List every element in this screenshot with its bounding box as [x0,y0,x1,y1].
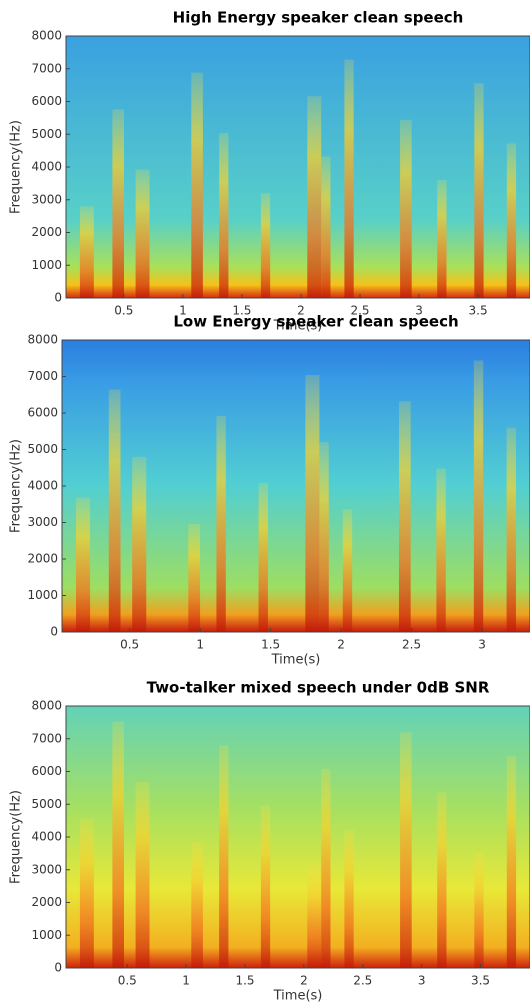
y-tick-label: 8000 [27,333,58,347]
x-tick-label: 2 [337,638,345,652]
spectrogram-texture [307,96,322,298]
x-tick-label: 1.5 [232,304,251,318]
spectrogram-texture [473,360,484,632]
spectrogram-texture [437,180,447,298]
chart-title: Two-talker mixed speech under 0dB SNR [147,679,490,697]
y-tick-label: 4000 [27,479,58,493]
x-tick-label: 3 [415,304,423,318]
spectrogram-texture [188,523,201,632]
x-tick-label: 3 [418,974,426,988]
x-tick-label: 2.5 [350,304,369,318]
x-tick-label: 3.5 [469,304,488,318]
y-tick-label: 0 [54,291,62,305]
x-tick-label: 0.5 [120,638,139,652]
y-tick-label: 7000 [31,61,62,75]
spectrogram-texture [344,829,354,968]
spectrogram-texture [216,415,226,632]
spectrogram-texture [307,865,322,968]
y-tick-label: 5000 [31,127,62,141]
spectrogram-texture [258,483,268,632]
chart-title: Low Energy speaker clean speech [173,313,458,331]
x-tick-label: 3 [478,638,486,652]
y-tick-label: 0 [50,625,58,639]
spectrogram-texture [191,72,203,299]
spectrogram-texture [79,206,94,298]
spectrogram-texture [108,389,121,632]
chart-title: High Energy speaker clean speech [173,9,464,27]
y-tick-label: 2000 [31,225,62,239]
y-tick-label: 5000 [31,797,62,811]
spectrogram-texture [112,721,124,968]
y-tick-label: 7000 [31,731,62,745]
y-tick-label: 4000 [31,830,62,844]
y-tick-label: 6000 [31,94,62,108]
spectrogram-texture [506,427,516,632]
x-tick-label: 0.5 [118,974,137,988]
spectrogram-texture [319,442,329,632]
spectrogram-texture [112,109,124,298]
spectrogram-texture [342,509,353,632]
x-tick-label: 1.5 [261,638,280,652]
y-tick-label: 0 [54,961,62,975]
spectrogram-texture [305,375,320,632]
x-axis-label: Time(s) [273,319,323,334]
y-tick-label: 6000 [31,764,62,778]
x-axis-label: Time(s) [271,653,321,668]
x-axis-label: Time(s) [273,989,323,1004]
y-tick-label: 2000 [27,552,58,566]
x-tick-label: 1.5 [235,974,254,988]
spectrogram-texture [135,169,150,298]
y-tick-label: 3000 [31,862,62,876]
y-tick-label: 4000 [31,160,62,174]
spectrogram-texture [260,805,271,968]
spectrogram-texture [321,768,331,968]
y-axis-label: Frequency(Hz) [9,790,24,884]
y-tick-label: 6000 [27,406,58,420]
y-tick-label: 7000 [27,369,58,383]
y-axis-label: Frequency(Hz) [9,120,24,214]
spectrogram-texture [436,468,446,632]
spectrogram-texture [135,781,150,968]
spectrogram-texture [506,755,517,968]
spectrogram-texture [398,401,411,632]
y-tick-label: 1000 [31,258,62,272]
y-tick-label: 2000 [31,895,62,909]
y-tick-label: 3000 [27,515,58,529]
spectrogram-texture [321,156,331,298]
spectrogram-texture [400,732,412,968]
y-axis-label: Frequency(Hz) [9,439,24,533]
spectrogram-texture [474,83,484,298]
y-tick-label: 1000 [31,928,62,942]
x-tick-label: 3.5 [471,974,490,988]
spectrogram-texture [76,497,91,632]
spectrogram-texture [219,745,229,968]
spectrogram-texture [79,818,94,968]
x-tick-label: 2.5 [402,638,421,652]
y-tick-label: 8000 [31,699,62,713]
y-tick-label: 8000 [31,29,62,43]
x-tick-label: 0.5 [114,304,133,318]
spectrogram-texture [260,193,271,298]
spectrogram-texture [219,132,229,298]
spectrogram-texture [344,59,354,298]
x-tick-label: 2 [297,304,305,318]
y-tick-label: 5000 [27,442,58,456]
x-tick-label: 2 [300,974,308,988]
x-tick-label: 2.5 [353,974,372,988]
y-tick-label: 1000 [27,588,58,602]
x-tick-label: 1 [179,304,187,318]
spectrogram-texture [191,842,203,968]
spectrogram-texture [437,792,447,968]
x-tick-label: 1 [182,974,190,988]
spectrogram-texture [506,143,517,298]
x-tick-label: 1 [196,638,204,652]
spectrogram-texture [474,852,484,968]
spectrogram-texture [132,456,147,632]
y-tick-label: 3000 [31,192,62,206]
spectrogram-texture [400,119,412,298]
